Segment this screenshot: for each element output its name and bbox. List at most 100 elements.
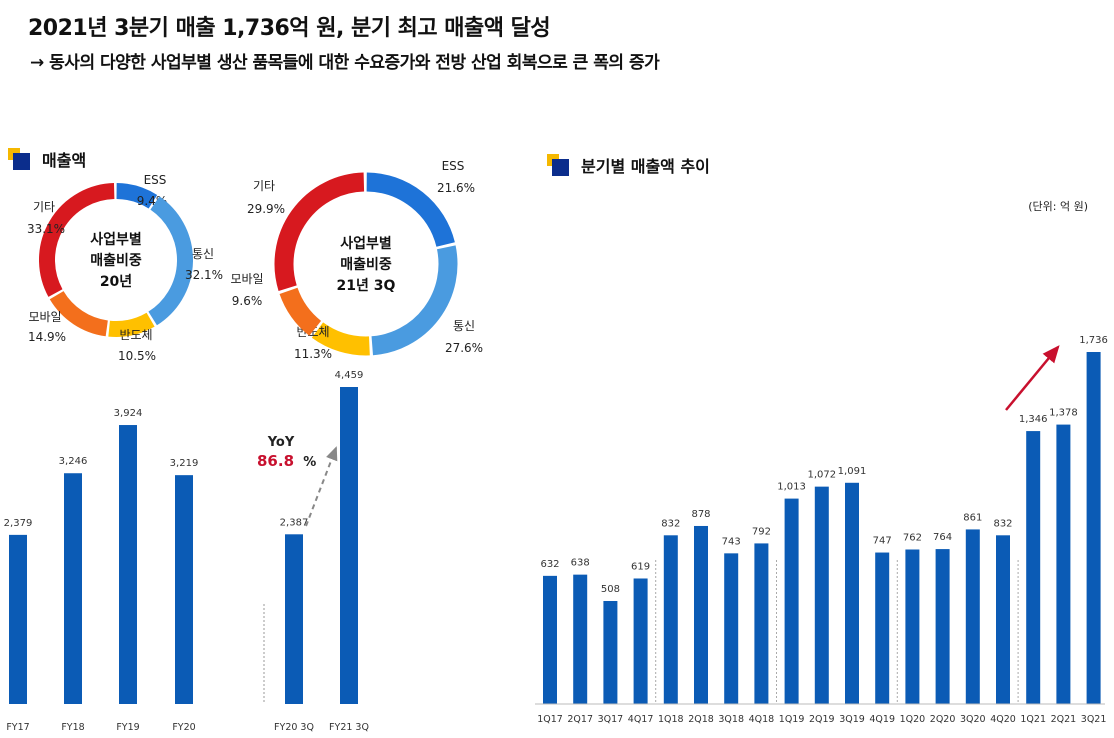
quarter-bar — [543, 575, 557, 704]
quarter-bar-value: 508 — [601, 584, 620, 595]
fy-tick-label: FY17 — [6, 722, 29, 733]
fy-bar-value: 3,219 — [170, 458, 199, 469]
quarter-bar — [1086, 352, 1101, 704]
donut-center-text: 사업부별 — [340, 235, 392, 252]
quarter-bar — [965, 529, 980, 704]
fy-bar — [285, 534, 303, 704]
yoy-arrow — [305, 446, 338, 527]
quarter-bar-value: 764 — [933, 532, 952, 543]
quarter-bar-value: 832 — [993, 518, 1012, 529]
quarter-tick-label: 1Q18 — [658, 714, 684, 725]
donut-slice — [366, 172, 455, 248]
slice-value-label: 27.6% — [445, 341, 483, 355]
slice-value-label: 33.1% — [27, 222, 65, 236]
left-section-title: 매출액 — [42, 151, 87, 170]
donut-center-text: 매출비중 — [90, 252, 142, 269]
quarter-tick-label: 3Q18 — [718, 714, 744, 725]
fy-bar — [340, 387, 358, 704]
quarter-bar — [724, 553, 739, 704]
quarter-tick-label: 2Q21 — [1051, 714, 1077, 725]
slice-name-label: 모바일 — [28, 310, 61, 324]
slice-value-label: 21.6% — [437, 181, 475, 195]
quarter-bar-value: 1,346 — [1019, 414, 1048, 425]
quarter-tick-label: 2Q19 — [809, 714, 835, 725]
quarter-bar-value: 1,013 — [777, 482, 806, 493]
slice-value-label: 11.3% — [294, 347, 332, 361]
slice-name-label: 기타 — [33, 200, 55, 214]
slice-name-label: 모바일 — [230, 272, 263, 286]
donut-center-text: 사업부별 — [90, 231, 142, 248]
slice-name-label: 통신 — [192, 247, 214, 261]
quarter-tick-label: 1Q20 — [900, 714, 926, 725]
quarter-bar — [905, 549, 920, 704]
quarter-tick-label: 3Q20 — [960, 714, 986, 725]
right-section-title: 분기별 매출액 추이 — [581, 157, 710, 176]
donut-center-text: 20년 — [100, 274, 132, 290]
quarter-bar — [663, 535, 678, 704]
quarter-tick-label: 2Q18 — [688, 714, 714, 725]
fy-bar — [175, 475, 193, 704]
slice-name-label: 통신 — [453, 319, 475, 333]
fy-tick-label: FY20 3Q — [274, 722, 314, 733]
quarter-tick-label: 1Q17 — [537, 714, 563, 725]
quarter-tick-label: 4Q19 — [869, 714, 895, 725]
fy-tick-label: FY19 — [116, 722, 139, 733]
donut-slice — [279, 287, 322, 336]
yoy-suffix: % — [303, 455, 316, 470]
slice-value-label: 32.1% — [185, 268, 223, 282]
right-section-header: 분기별 매출액 추이 — [547, 153, 710, 177]
quarter-bar-value: 832 — [661, 518, 680, 529]
quarter-bar-value: 638 — [571, 558, 590, 569]
yoy-text: 86.8 % — [257, 452, 316, 470]
fy-bar-value: 4,459 — [335, 370, 364, 381]
unit-label: (단위: 억 원) — [1028, 200, 1088, 213]
fy-bar — [9, 534, 27, 704]
quarter-bar-value: 1,736 — [1079, 335, 1108, 346]
quarter-bar — [845, 482, 859, 704]
donut-center-text: 매출비중 — [340, 256, 392, 273]
left-section-header: 매출액 — [8, 147, 86, 171]
fy-bar-value: 2,379 — [4, 518, 33, 529]
quarter-tick-label: 3Q17 — [598, 714, 624, 725]
fy-bar-value: 3,924 — [114, 408, 143, 419]
quarter-bar-value: 743 — [722, 536, 741, 547]
donut-center-text: 21년 3Q — [337, 278, 396, 294]
slice-value-label: 14.9% — [28, 330, 66, 344]
quarter-bar — [814, 486, 829, 704]
quarter-tick-label: 3Q21 — [1081, 714, 1107, 725]
quarter-bar-value: 619 — [631, 561, 650, 572]
fy-tick-label: FY18 — [61, 722, 84, 733]
slice-value-label: 9.6% — [232, 294, 263, 308]
fy-tick-label: FY21 3Q — [329, 722, 369, 733]
quarter-tick-label: 4Q17 — [628, 714, 654, 725]
quarter-bar — [875, 552, 890, 704]
quarter-bar-value: 1,072 — [807, 470, 836, 481]
slice-name-label: ESS — [144, 173, 167, 187]
page-title: 2021년 3분기 매출 1,736억 원, 분기 최고 매출액 달성 — [28, 16, 551, 41]
quarter-bar — [784, 498, 799, 704]
quarter-bar-value: 861 — [963, 512, 982, 523]
quarter-bar — [633, 578, 648, 704]
quarter-bar-value: 632 — [540, 559, 559, 570]
page-subtitle: → 동사의 다양한 사업부별 생산 품목들에 대한 수요증가와 전방 산업 회복… — [30, 53, 660, 73]
quarter-bar-value: 878 — [691, 509, 710, 520]
quarter-tick-label: 1Q21 — [1020, 714, 1046, 725]
quarter-bar — [573, 574, 588, 704]
quarter-bar — [935, 549, 950, 704]
quarter-bar — [1026, 431, 1041, 704]
fy-bar-value: 3,246 — [59, 456, 88, 467]
donut-slice — [371, 245, 458, 356]
quarter-bar-value: 792 — [752, 526, 771, 537]
quarter-tick-label: 4Q18 — [749, 714, 775, 725]
quarter-tick-label: 2Q17 — [567, 714, 593, 725]
fy-tick-label: FY20 — [172, 722, 195, 733]
slice-name-label: 기타 — [253, 179, 275, 193]
quarter-tick-label: 4Q20 — [990, 714, 1016, 725]
quarter-bar — [1056, 424, 1071, 704]
slice-value-label: 29.9% — [247, 202, 285, 216]
donut-slice — [116, 183, 158, 209]
quarter-bar-value: 747 — [873, 536, 892, 547]
section-square-icon — [547, 154, 569, 176]
yoy-value: 86.8 — [257, 452, 294, 470]
